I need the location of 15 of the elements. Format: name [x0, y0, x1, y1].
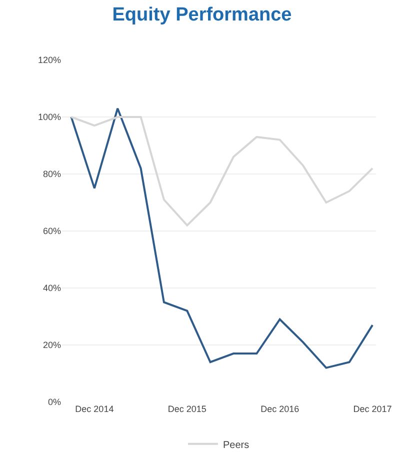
x-tick-label: Dec 2015 [168, 404, 206, 414]
x-tick-label: Dec 2014 [75, 404, 114, 414]
y-tick-label: 0% [48, 397, 61, 408]
y-tick-label: 100% [38, 112, 61, 122]
y-tick-label: 120% [38, 55, 61, 66]
line-series [70, 116, 374, 226]
x-tick-label: Dec 2017 [353, 404, 392, 414]
line-series [70, 107, 374, 369]
legend-label: Peers [223, 440, 250, 451]
y-tick-label: 60% [42, 226, 61, 236]
y-tick-label: 20% [42, 340, 61, 350]
y-tick-label: 40% [42, 283, 61, 294]
x-tick-label: Dec 2016 [260, 404, 300, 414]
y-tick-label: 80% [42, 169, 61, 180]
chart-title: Equity Performance [112, 4, 292, 26]
